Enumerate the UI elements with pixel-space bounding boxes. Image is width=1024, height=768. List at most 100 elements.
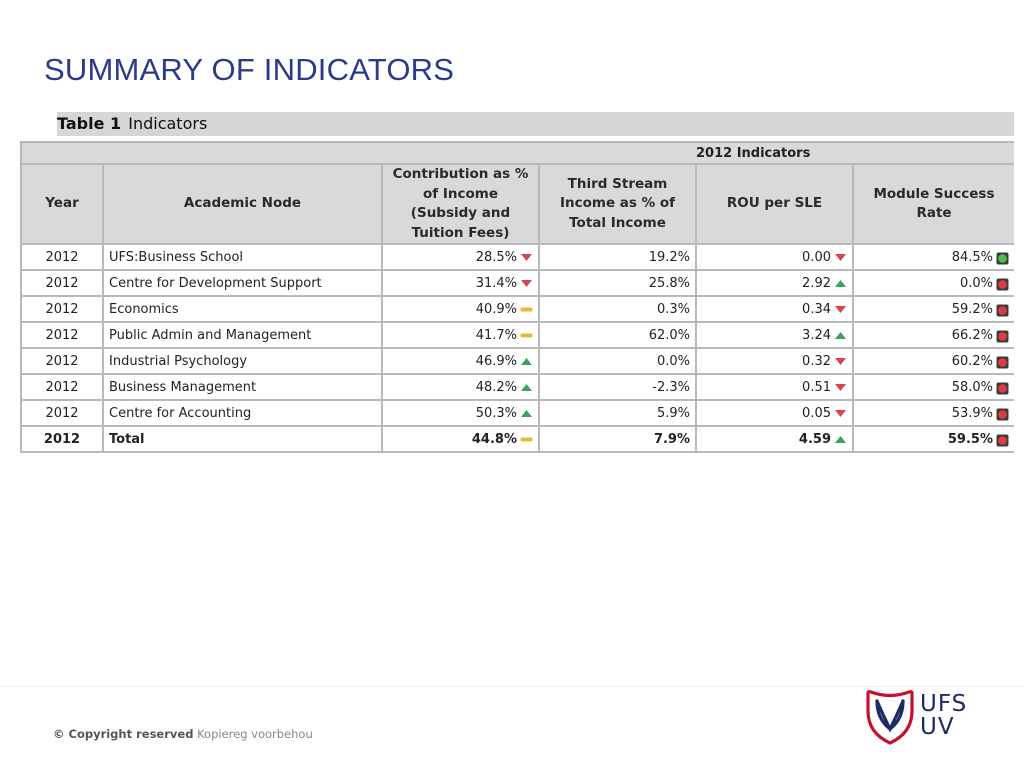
cell-module-success-value: 58.0% <box>951 379 993 395</box>
cell-contribution: 41.7% <box>381 321 540 350</box>
down-triangle-red-icon <box>834 382 847 393</box>
cell-module-success-value: 66.2% <box>951 327 993 343</box>
red-light-icon <box>996 408 1009 421</box>
cell-year-value: 2012 <box>45 301 79 317</box>
cell-rou-per-sle-value: 0.51 <box>802 379 831 395</box>
cell-year-value: 2012 <box>45 249 79 265</box>
cell-year-value: 2012 <box>43 431 81 447</box>
table-row: 2012 Centre for Development Support 31.4% 2… <box>20 269 1014 298</box>
red-light-icon <box>996 304 1009 317</box>
cell-contribution: 48.2% <box>381 373 540 402</box>
copyright-text-afrikaans: Kopiereg voorbehou <box>197 727 313 741</box>
cell-module-success: 0.0% <box>852 269 1014 298</box>
cell-academic-node-value: Public Admin and Management <box>109 327 312 343</box>
cell-academic-node: Centre for Accounting <box>102 399 383 428</box>
cell-contribution: 31.4% <box>381 269 540 298</box>
cell-module-success: 60.2% <box>852 347 1014 376</box>
slide-title: SUMMARY OF INDICATORS <box>44 52 455 87</box>
table-total-row: 2012 Total 44.8% 7.9% 4.59 59.5% <box>20 425 1014 454</box>
cell-module-success-value: 53.9% <box>951 405 993 421</box>
cell-module-success-value: 60.2% <box>951 353 993 369</box>
cell-module-success: 58.0% <box>852 373 1014 402</box>
table-row: 2012 Centre for Accounting 50.3% 5.9% 0.05 53… <box>20 399 1014 428</box>
group-header-blank <box>20 141 696 165</box>
cell-third-stream-value: 5.9% <box>656 405 690 421</box>
ufs-logo-icon <box>866 690 914 745</box>
cell-third-stream: 19.2% <box>538 243 697 272</box>
cell-contribution-value: 50.3% <box>475 405 517 421</box>
cell-third-stream-value: 7.9% <box>653 431 690 447</box>
cell-contribution-value: 41.7% <box>475 327 517 343</box>
cell-rou-per-sle-value: 0.05 <box>802 405 831 421</box>
cell-academic-node-value: Total <box>109 431 145 447</box>
cell-third-stream: 5.9% <box>538 399 697 428</box>
cell-third-stream: 25.8% <box>538 269 697 298</box>
cell-rou-per-sle: 0.32 <box>695 347 854 376</box>
cell-year: 2012 <box>20 425 104 454</box>
cell-module-success: 59.5% <box>852 425 1014 454</box>
cell-rou-per-sle: 0.51 <box>695 373 854 402</box>
cell-third-stream-value: 0.3% <box>656 301 690 317</box>
indicators-table-wrapper: 2012 Indicators Year Academic Node Contr… <box>20 141 1014 467</box>
cell-year: 2012 <box>20 269 104 298</box>
cell-contribution-value: 31.4% <box>475 275 517 291</box>
red-light-icon <box>996 434 1009 447</box>
cell-third-stream: -2.3% <box>538 373 697 402</box>
cell-rou-per-sle-value: 3.24 <box>802 327 831 343</box>
cell-contribution-value: 48.2% <box>475 379 517 395</box>
cell-rou-per-sle: 0.05 <box>695 399 854 428</box>
cell-third-stream-value: -2.3% <box>652 379 690 395</box>
up-triangle-green-icon <box>834 434 847 445</box>
table-row: 2012 Industrial Psychology 46.9% 0.0% 0.32 60… <box>20 347 1014 376</box>
copyright-text: © Copyright reserved <box>53 727 194 741</box>
red-light-icon <box>996 382 1009 395</box>
cell-rou-per-sle: 0.34 <box>695 295 854 324</box>
cell-year-value: 2012 <box>45 379 79 395</box>
col-header-academic-node: Academic Node <box>102 162 383 246</box>
cell-year-value: 2012 <box>45 353 79 369</box>
copyright-notice: © Copyright reserved Kopiereg voorbehou <box>53 727 313 741</box>
down-triangle-red-icon <box>520 278 533 289</box>
cell-academic-node: Total <box>102 425 383 454</box>
cell-contribution: 40.9% <box>381 295 540 324</box>
cell-academic-node: Centre for Development Support <box>102 269 383 298</box>
cell-module-success: 84.5% <box>852 243 1014 272</box>
cell-third-stream: 0.3% <box>538 295 697 324</box>
group-header-row: 2012 Indicators <box>20 141 1014 165</box>
cell-third-stream-value: 25.8% <box>648 275 690 291</box>
cell-year-value: 2012 <box>45 327 79 343</box>
cell-contribution: 46.9% <box>381 347 540 376</box>
cell-rou-per-sle: 0.00 <box>695 243 854 272</box>
cell-third-stream-value: 62.0% <box>648 327 690 343</box>
cell-year-value: 2012 <box>45 405 79 421</box>
cell-rou-per-sle-value: 4.59 <box>798 431 831 447</box>
cell-rou-per-sle: 3.24 <box>695 321 854 350</box>
table-caption-number: Table 1 <box>57 114 122 133</box>
cell-academic-node: Public Admin and Management <box>102 321 383 350</box>
col-header-rou-per-sle: ROU per SLE <box>695 162 854 246</box>
cell-module-success-value: 84.5% <box>951 249 993 265</box>
up-triangle-green-icon <box>520 382 533 393</box>
ufs-logo-line1: UFS <box>920 691 968 717</box>
cell-contribution-value: 46.9% <box>475 353 517 369</box>
cell-year: 2012 <box>20 321 104 350</box>
cell-rou-per-sle-value: 0.00 <box>802 249 831 265</box>
cell-module-success: 66.2% <box>852 321 1014 350</box>
cell-year: 2012 <box>20 243 104 272</box>
red-light-icon <box>996 278 1009 291</box>
cell-year: 2012 <box>20 399 104 428</box>
table-body: 2012 UFS:Business School 28.5% 19.2% 0.00 84.… <box>20 243 1014 454</box>
table-row: 2012 UFS:Business School 28.5% 19.2% 0.00 84.… <box>20 243 1014 272</box>
dash-yellow-icon <box>520 304 533 315</box>
cell-module-success: 59.2% <box>852 295 1014 324</box>
cell-year: 2012 <box>20 295 104 324</box>
cell-third-stream-value: 0.0% <box>656 353 690 369</box>
cell-rou-per-sle-value: 0.32 <box>802 353 831 369</box>
cell-rou-per-sle: 2.92 <box>695 269 854 298</box>
cell-third-stream: 0.0% <box>538 347 697 376</box>
col-header-contribution: Contribution as % of Income (Subsidy and… <box>381 162 540 246</box>
cell-rou-per-sle: 4.59 <box>695 425 854 454</box>
column-header-row: Year Academic Node Contribution as % of … <box>20 162 1014 246</box>
cell-academic-node-value: Business Management <box>109 379 257 395</box>
cell-rou-per-sle-value: 0.34 <box>802 301 831 317</box>
